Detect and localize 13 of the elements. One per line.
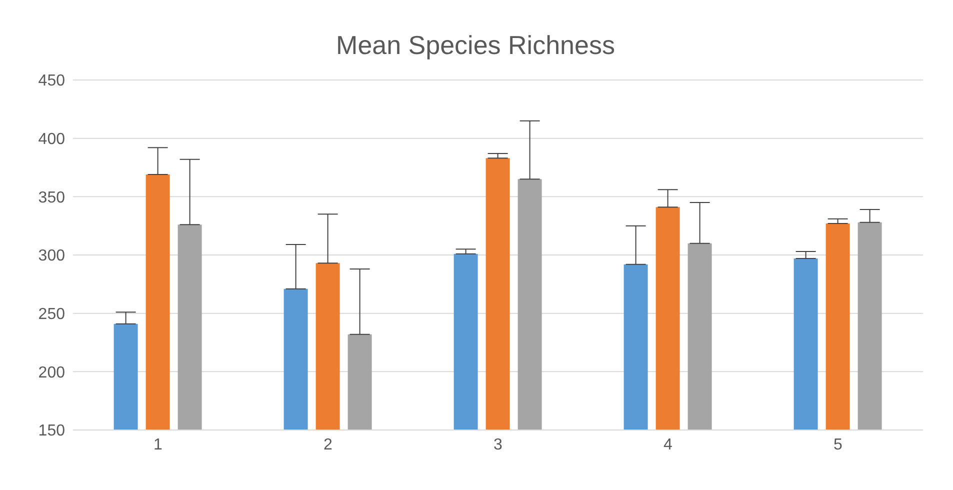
x-tick-label: 5: [834, 436, 843, 454]
y-tick-label: 200: [38, 364, 66, 382]
x-tick-label: 2: [324, 436, 333, 454]
y-tick-label: 250: [38, 306, 66, 324]
chart-title: Mean Species Richness: [335, 29, 616, 62]
y-tick-label: 400: [38, 131, 66, 148]
y-tick-label: 300: [38, 248, 66, 265]
x-tick-label: 4: [664, 436, 673, 454]
y-tick-label: 350: [38, 189, 66, 206]
x-tick-label: 1: [154, 436, 163, 454]
y-tick-label: 150: [38, 422, 66, 440]
x-tick-label: 3: [494, 436, 503, 454]
y-tick-label: 450: [38, 72, 66, 90]
